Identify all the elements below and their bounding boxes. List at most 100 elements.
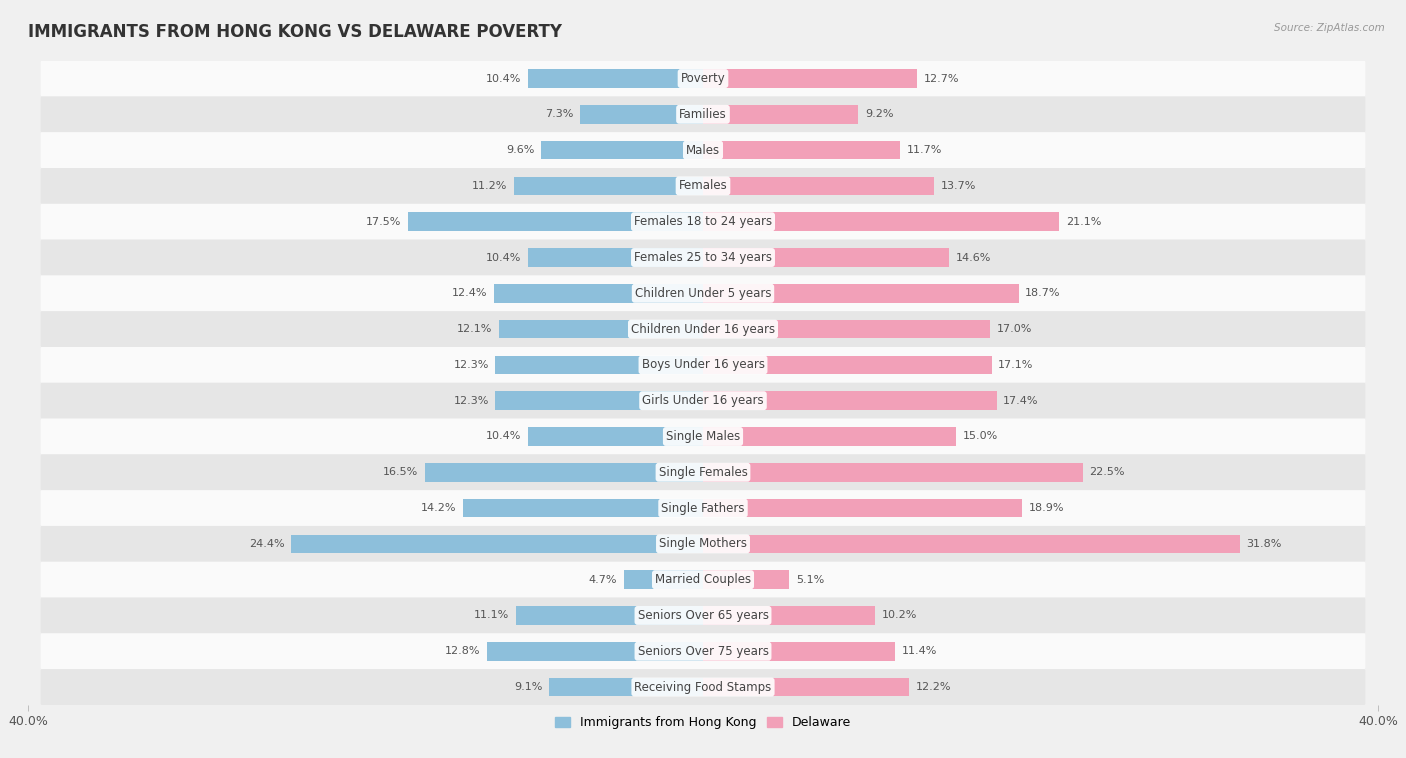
Bar [495, 391, 703, 410]
Text: 12.3%: 12.3% [453, 360, 489, 370]
Text: 12.1%: 12.1% [457, 324, 492, 334]
Text: 10.4%: 10.4% [485, 431, 520, 441]
Text: 18.9%: 18.9% [1029, 503, 1064, 513]
Text: Single Females: Single Females [658, 465, 748, 479]
Text: 21.1%: 21.1% [1066, 217, 1101, 227]
Text: 18.7%: 18.7% [1025, 288, 1060, 299]
Text: 22.5%: 22.5% [1090, 467, 1125, 478]
Text: 17.0%: 17.0% [997, 324, 1032, 334]
Bar [579, 105, 703, 124]
Text: 16.5%: 16.5% [382, 467, 418, 478]
Bar [486, 642, 703, 660]
Text: 15.0%: 15.0% [963, 431, 998, 441]
Bar [464, 499, 703, 518]
Bar [703, 642, 896, 660]
Text: 7.3%: 7.3% [544, 109, 574, 119]
FancyBboxPatch shape [41, 454, 1365, 490]
Text: Married Couples: Married Couples [655, 573, 751, 586]
Text: Boys Under 16 years: Boys Under 16 years [641, 359, 765, 371]
Bar [516, 606, 703, 625]
Text: 9.6%: 9.6% [506, 145, 534, 155]
Text: 14.2%: 14.2% [422, 503, 457, 513]
Text: 10.4%: 10.4% [485, 252, 520, 262]
Bar [291, 534, 703, 553]
Text: Single Mothers: Single Mothers [659, 537, 747, 550]
FancyBboxPatch shape [41, 312, 1365, 347]
Bar [541, 141, 703, 159]
Text: 14.6%: 14.6% [956, 252, 991, 262]
Bar [703, 391, 997, 410]
Bar [703, 320, 990, 338]
Bar [515, 177, 703, 196]
Text: Seniors Over 75 years: Seniors Over 75 years [637, 645, 769, 658]
Text: 11.2%: 11.2% [472, 181, 508, 191]
Bar [703, 356, 991, 374]
Bar [703, 678, 908, 697]
FancyBboxPatch shape [41, 634, 1365, 669]
Bar [495, 356, 703, 374]
Bar [703, 570, 789, 589]
Text: Source: ZipAtlas.com: Source: ZipAtlas.com [1274, 23, 1385, 33]
Bar [703, 499, 1022, 518]
Text: 17.1%: 17.1% [998, 360, 1033, 370]
Bar [624, 570, 703, 589]
Text: Females 25 to 34 years: Females 25 to 34 years [634, 251, 772, 264]
Text: Children Under 5 years: Children Under 5 years [634, 287, 772, 300]
Text: Children Under 16 years: Children Under 16 years [631, 323, 775, 336]
FancyBboxPatch shape [41, 347, 1365, 383]
Text: 10.2%: 10.2% [882, 610, 917, 621]
Text: Single Fathers: Single Fathers [661, 502, 745, 515]
Text: Receiving Food Stamps: Receiving Food Stamps [634, 681, 772, 694]
Bar [408, 212, 703, 231]
Text: Females 18 to 24 years: Females 18 to 24 years [634, 215, 772, 228]
FancyBboxPatch shape [41, 275, 1365, 312]
Text: 12.8%: 12.8% [444, 647, 481, 656]
Text: Males: Males [686, 143, 720, 157]
Text: 12.3%: 12.3% [453, 396, 489, 406]
Text: Families: Families [679, 108, 727, 121]
Text: 5.1%: 5.1% [796, 575, 824, 584]
Text: Females: Females [679, 180, 727, 193]
Text: 12.4%: 12.4% [451, 288, 486, 299]
FancyBboxPatch shape [41, 240, 1365, 275]
FancyBboxPatch shape [41, 132, 1365, 168]
Text: IMMIGRANTS FROM HONG KONG VS DELAWARE POVERTY: IMMIGRANTS FROM HONG KONG VS DELAWARE PO… [28, 23, 562, 41]
Text: 11.7%: 11.7% [907, 145, 942, 155]
Text: 17.4%: 17.4% [1004, 396, 1039, 406]
Bar [703, 69, 917, 88]
Bar [550, 678, 703, 697]
Bar [703, 105, 858, 124]
FancyBboxPatch shape [41, 418, 1365, 454]
FancyBboxPatch shape [41, 669, 1365, 705]
Bar [527, 428, 703, 446]
Bar [703, 606, 875, 625]
Bar [527, 69, 703, 88]
Text: 11.1%: 11.1% [474, 610, 509, 621]
Text: 11.4%: 11.4% [903, 647, 938, 656]
FancyBboxPatch shape [41, 96, 1365, 132]
FancyBboxPatch shape [41, 490, 1365, 526]
FancyBboxPatch shape [41, 526, 1365, 562]
Bar [425, 463, 703, 481]
Bar [703, 141, 900, 159]
Text: Seniors Over 65 years: Seniors Over 65 years [637, 609, 769, 622]
Text: 24.4%: 24.4% [249, 539, 284, 549]
Text: 13.7%: 13.7% [941, 181, 976, 191]
Text: Single Males: Single Males [666, 430, 740, 443]
Text: 31.8%: 31.8% [1246, 539, 1282, 549]
Bar [703, 428, 956, 446]
FancyBboxPatch shape [41, 168, 1365, 204]
Bar [703, 248, 949, 267]
FancyBboxPatch shape [41, 562, 1365, 597]
Bar [703, 284, 1018, 302]
FancyBboxPatch shape [41, 61, 1365, 96]
Text: 12.7%: 12.7% [924, 74, 959, 83]
Bar [703, 212, 1059, 231]
Text: 9.2%: 9.2% [865, 109, 893, 119]
FancyBboxPatch shape [41, 383, 1365, 418]
Bar [527, 248, 703, 267]
Bar [703, 177, 934, 196]
Text: 10.4%: 10.4% [485, 74, 520, 83]
Text: 12.2%: 12.2% [915, 682, 950, 692]
Text: Poverty: Poverty [681, 72, 725, 85]
